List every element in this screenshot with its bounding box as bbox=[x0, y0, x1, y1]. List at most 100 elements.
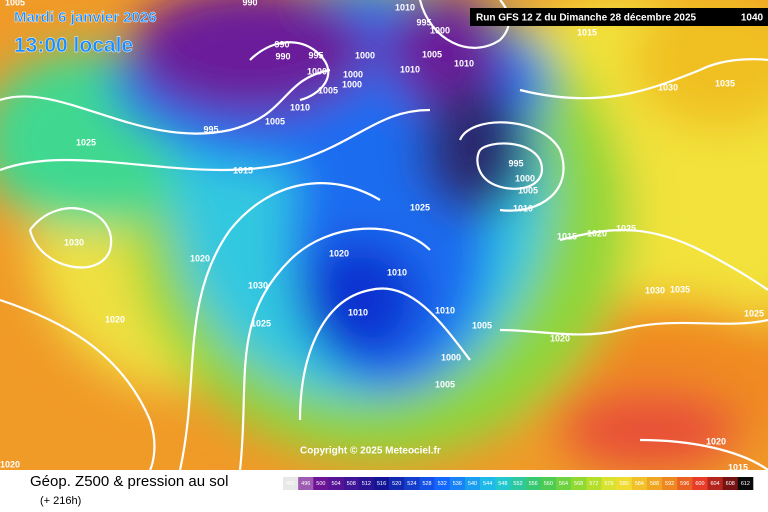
isobar-label: 1020 bbox=[105, 314, 125, 324]
scale-swatch bbox=[571, 477, 587, 490]
isobar-label: 1030 bbox=[248, 280, 268, 290]
scale-swatch bbox=[692, 477, 708, 490]
scale-label: 580 bbox=[620, 481, 629, 487]
scale-swatch bbox=[677, 477, 693, 490]
isobar-label: 1015 bbox=[557, 231, 577, 241]
footer-title: Géop. Z500 & pression au sol bbox=[30, 473, 228, 490]
isobar-lines bbox=[0, 0, 768, 470]
isobar-label: 995 bbox=[508, 158, 523, 168]
isobar-label: 1000 bbox=[343, 69, 363, 79]
isobar-label: 1000 bbox=[430, 25, 450, 35]
isobar-label: 1020 bbox=[587, 228, 607, 238]
isobar-label: 1010 bbox=[290, 102, 310, 112]
isobar-label: 1025 bbox=[616, 223, 636, 233]
scale-label: 492 bbox=[286, 481, 295, 487]
forecast-date: Mardi 6 janvier 2026 bbox=[14, 9, 157, 26]
isobar-label: 1005 bbox=[5, 0, 25, 7]
scale-label: 588 bbox=[650, 481, 659, 487]
scale-swatch bbox=[358, 477, 375, 490]
scale-label: 584 bbox=[635, 481, 644, 487]
scale-label: 548 bbox=[498, 481, 507, 487]
scale-swatch bbox=[283, 477, 299, 490]
scale-label: 544 bbox=[483, 481, 492, 487]
scale-label: 512 bbox=[362, 481, 371, 487]
scale-swatch bbox=[343, 477, 360, 490]
scale-swatch bbox=[419, 477, 435, 490]
isobar-label: 1030 bbox=[645, 285, 665, 295]
scale-label: 524 bbox=[407, 481, 416, 487]
isobar-label: 1010 bbox=[513, 203, 533, 213]
scale-swatch bbox=[510, 477, 526, 490]
scale-label: 532 bbox=[438, 481, 447, 487]
isobar-label: 1010 bbox=[348, 307, 368, 317]
scale-label: 604 bbox=[711, 481, 720, 487]
isobar-label: 1015 bbox=[728, 462, 748, 472]
isobar-label: 1010 bbox=[395, 2, 415, 12]
scale-swatch bbox=[373, 477, 390, 490]
scale-swatch bbox=[601, 477, 617, 490]
isobar-label: 995 bbox=[203, 124, 218, 134]
isobar-label: 995 bbox=[308, 50, 323, 60]
scale-label: 516 bbox=[377, 481, 386, 487]
scale-swatch bbox=[662, 477, 678, 490]
isobar-label: 1025 bbox=[744, 308, 764, 318]
scale-label: 508 bbox=[347, 481, 356, 487]
isobar-label: 1005 bbox=[518, 185, 538, 195]
scale-swatch bbox=[616, 477, 633, 490]
isobar-label: 1005 bbox=[472, 320, 492, 330]
scale-swatch bbox=[555, 477, 572, 490]
isobar-label: 1000 bbox=[515, 173, 535, 183]
scale-label: 560 bbox=[544, 481, 553, 487]
isobar-label: 1010 bbox=[454, 58, 474, 68]
scale-label: 592 bbox=[665, 481, 674, 487]
scale-swatch bbox=[707, 477, 723, 490]
scale-swatch bbox=[298, 477, 314, 490]
isobar-label: 1030 bbox=[64, 237, 84, 247]
isobar-label: 990 bbox=[275, 51, 290, 61]
scale-label: 500 bbox=[316, 481, 325, 487]
scale-label: 556 bbox=[529, 481, 538, 487]
scale-swatch bbox=[389, 477, 405, 490]
geopotential-field: Run GFS 12 Z du Dimanche 28 décembre 202… bbox=[0, 0, 768, 472]
scale-swatch bbox=[525, 477, 542, 490]
scale-swatch bbox=[646, 477, 663, 490]
isobar-label: 1005 bbox=[265, 116, 285, 126]
isobar-label: 1005 bbox=[422, 49, 442, 59]
scale-label: 528 bbox=[422, 481, 431, 487]
isobar-label: 1020 bbox=[0, 459, 20, 469]
isobar-label: 1020 bbox=[190, 253, 210, 263]
scale-label: 612 bbox=[741, 481, 750, 487]
scale-swatch bbox=[737, 477, 754, 490]
isobar-label: 1000 bbox=[355, 50, 375, 60]
isobar-label: 1000 bbox=[441, 352, 461, 362]
isobar-label: 1000 bbox=[307, 66, 327, 76]
scale-label: 572 bbox=[589, 481, 598, 487]
isobar-label: 1010 bbox=[400, 64, 420, 74]
isobar-label: 990 bbox=[274, 39, 289, 49]
scale-swatch bbox=[434, 477, 451, 490]
isobar-label: 1005 bbox=[318, 85, 338, 95]
scale-label: 568 bbox=[574, 481, 583, 487]
scale-swatch bbox=[464, 477, 481, 490]
scale-label: 600 bbox=[695, 481, 704, 487]
scale-label: 552 bbox=[513, 481, 522, 487]
scale-swatch bbox=[449, 477, 466, 490]
scale-swatch bbox=[480, 477, 496, 490]
isobar-label: 1010 bbox=[387, 267, 407, 277]
isobar-label: 990 bbox=[242, 0, 257, 7]
isobar-label: 1020 bbox=[550, 333, 570, 343]
scale-label: 496 bbox=[301, 481, 310, 487]
scale-label: 576 bbox=[604, 481, 613, 487]
isobar-label: 1035 bbox=[670, 284, 690, 294]
scale-swatch bbox=[328, 477, 344, 490]
scale-swatch bbox=[722, 477, 739, 490]
scale-label: 608 bbox=[726, 481, 735, 487]
footer-lead: (+ 216h) bbox=[40, 495, 81, 507]
scale-label: 536 bbox=[453, 481, 462, 487]
copyright: Copyright © 2025 Meteociel.fr bbox=[300, 446, 441, 457]
scale-label: 540 bbox=[468, 481, 477, 487]
run-banner bbox=[470, 8, 768, 26]
color-scale: 492 496 500 504 508 512 516 520 524 528 532 536 540 5… bbox=[283, 477, 754, 490]
scale-label: 504 bbox=[331, 481, 340, 487]
